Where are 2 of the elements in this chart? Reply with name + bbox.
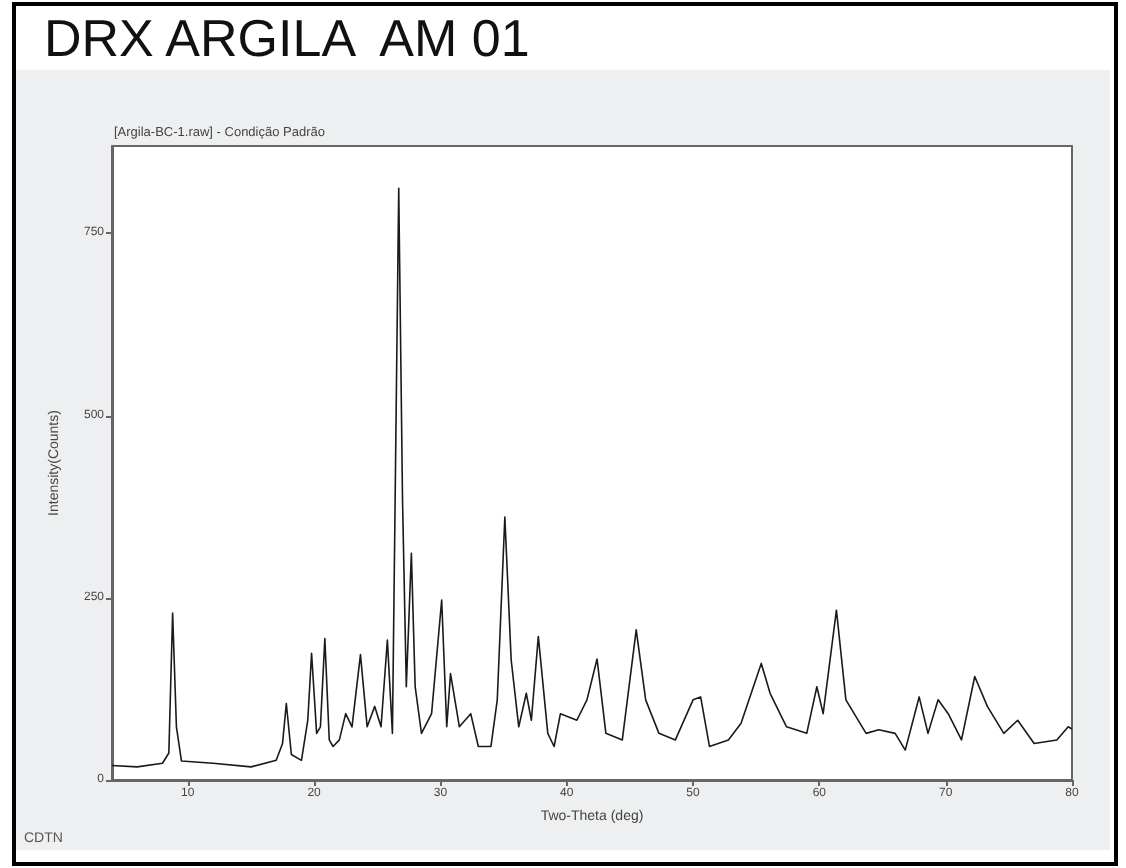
line-series (111, 187, 1073, 768)
chart-title: DRX ARGILA AM 01 (44, 8, 530, 68)
